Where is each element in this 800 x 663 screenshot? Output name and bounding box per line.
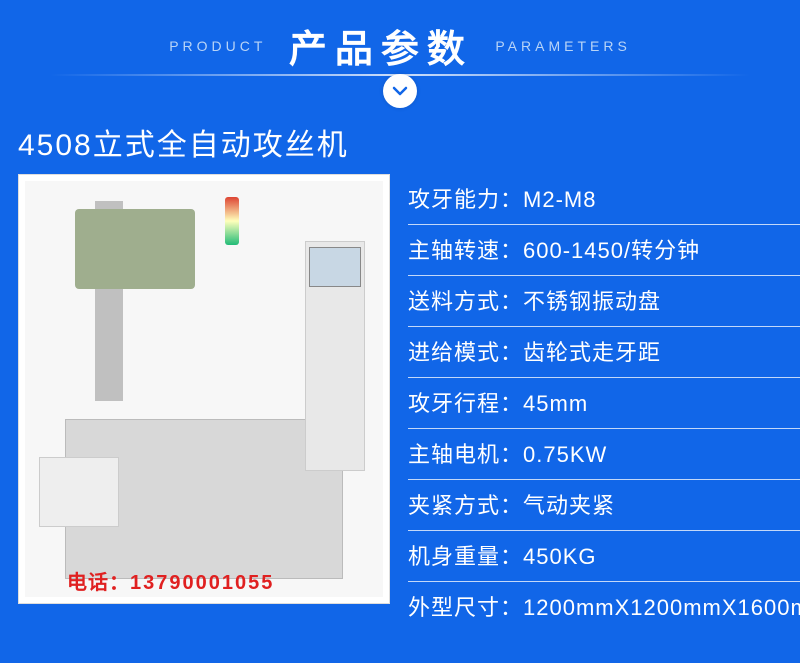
spec-label: 主轴转速：: [408, 238, 523, 263]
spec-row: 外型尺寸：1200mmX1200mmX1600mm: [408, 582, 800, 632]
spec-value: 0.75KW: [523, 442, 607, 467]
spec-label: 送料方式：: [408, 289, 523, 314]
spec-label: 进给模式：: [408, 340, 523, 365]
spec-row: 攻牙能力：M2-M8: [408, 174, 800, 225]
spec-label: 夹紧方式：: [408, 493, 523, 518]
spec-label: 外型尺寸：: [408, 595, 523, 620]
product-subtitle: 4508立式全自动攻丝机: [18, 120, 800, 164]
spec-list: 攻牙能力：M2-M8 主轴转速：600-1450/转分钟 送料方式：不锈钢振动盘…: [408, 174, 800, 632]
machine-head: [75, 209, 195, 289]
spec-row: 送料方式：不锈钢振动盘: [408, 276, 800, 327]
spec-row: 机身重量：450KG: [408, 531, 800, 582]
machine-screen: [309, 247, 361, 287]
phone-label: 电话：: [67, 572, 130, 594]
header-en-left: PRODUCT: [169, 38, 266, 54]
header-en-right: PARAMETERS: [495, 38, 630, 54]
product-photo-box: 电话：13790001055: [18, 174, 390, 604]
spec-label: 主轴电机：: [408, 442, 523, 467]
spec-row: 主轴转速：600-1450/转分钟: [408, 225, 800, 276]
machine-side-box: [39, 457, 119, 527]
machine-signal-light-icon: [225, 197, 239, 245]
spec-value: 450KG: [523, 544, 597, 569]
spec-value: 齿轮式走牙距: [523, 340, 661, 365]
spec-value: 不锈钢振动盘: [523, 289, 661, 314]
phone-number: 13790001055: [130, 572, 274, 594]
spec-value: 气动夹紧: [523, 493, 615, 518]
header-title-cn: 产品参数: [289, 18, 473, 73]
header-title-line: PRODUCT 产品参数 PARAMETERS: [0, 18, 800, 68]
spec-label: 攻牙行程：: [408, 391, 523, 416]
spec-value: 1200mmX1200mmX1600mm: [523, 595, 800, 620]
spec-row: 攻牙行程：45mm: [408, 378, 800, 429]
content-row: 电话：13790001055 攻牙能力：M2-M8 主轴转速：600-1450/…: [0, 174, 800, 632]
machine-illustration: [25, 181, 383, 597]
spec-value: M2-M8: [523, 187, 596, 212]
spec-label: 机身重量：: [408, 544, 523, 569]
spec-label: 攻牙能力：: [408, 187, 523, 212]
spec-value: 600-1450/转分钟: [523, 238, 700, 263]
header: PRODUCT 产品参数 PARAMETERS: [0, 0, 800, 108]
chevron-down-icon: [383, 74, 417, 108]
spec-value: 45mm: [523, 391, 588, 416]
spec-row: 进给模式：齿轮式走牙距: [408, 327, 800, 378]
spec-row: 夹紧方式：气动夹紧: [408, 480, 800, 531]
spec-row: 主轴电机：0.75KW: [408, 429, 800, 480]
contact-phone: 电话：13790001055: [67, 566, 274, 595]
